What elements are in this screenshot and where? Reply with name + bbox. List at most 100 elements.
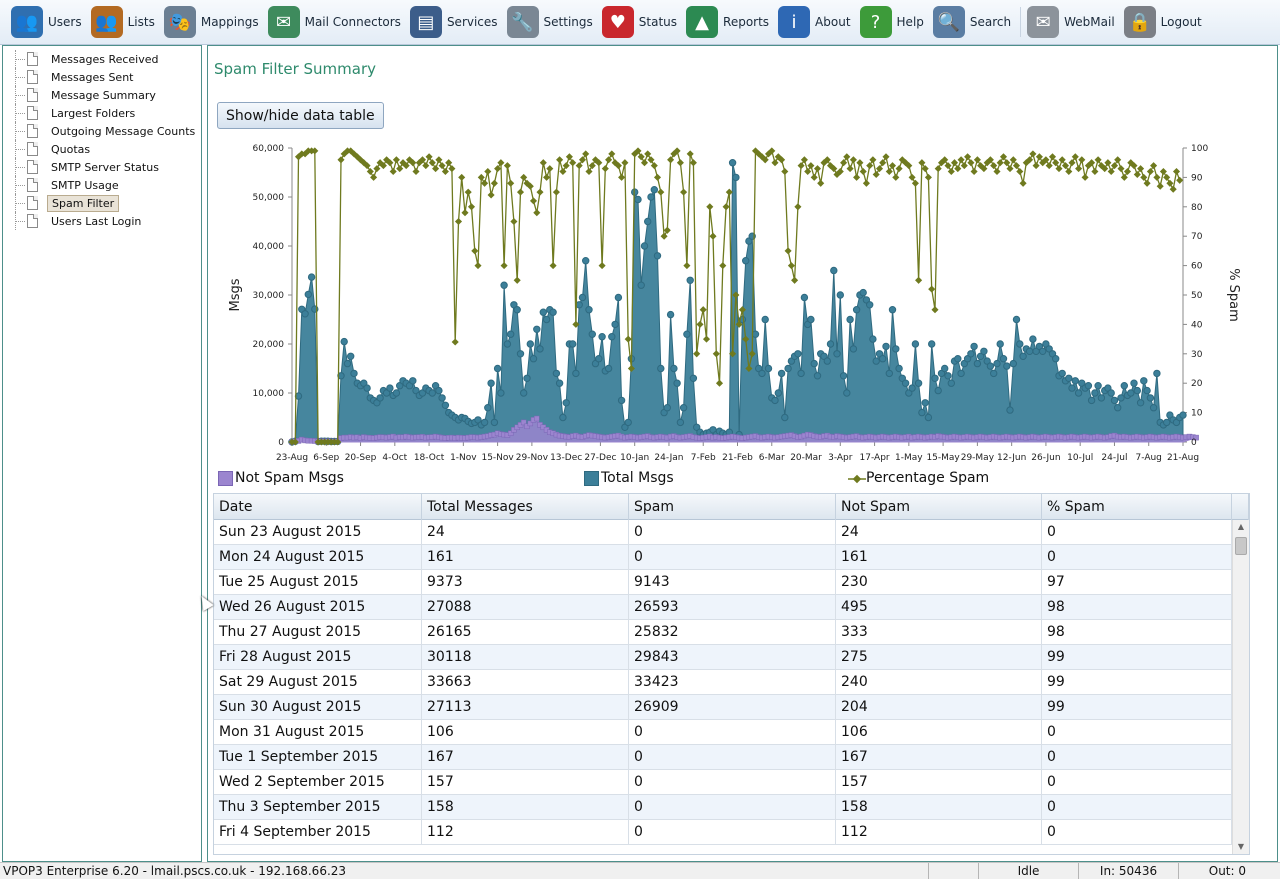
x-tick-label: 7-Feb: [691, 453, 716, 463]
percentage-spam-point: [458, 173, 466, 181]
toolbar-settings-button[interactable]: 🔧 Settings: [504, 2, 599, 42]
tree-item-users-last-login[interactable]: Users Last Login: [13, 212, 199, 230]
tree-item-spam-filter[interactable]: Spam Filter: [13, 194, 199, 212]
total-msgs-point: [1110, 396, 1119, 405]
scroll-up-arrow-icon[interactable]: ▲: [1237, 522, 1245, 531]
scroll-thumb[interactable]: [1235, 537, 1247, 555]
percentage-spam-point: [875, 165, 884, 173]
tree-item-smtp-server-status[interactable]: SMTP Server Status: [13, 158, 199, 176]
tree-item-label: Message Summary: [51, 88, 156, 102]
toolbar-services-button[interactable]: ▤ Services: [407, 2, 504, 42]
toolbar-logout-button[interactable]: 🔒 Logout: [1121, 2, 1208, 42]
total-msgs-point: [777, 369, 786, 378]
table-cell: 33423: [629, 670, 836, 694]
percentage-spam-point: [1058, 156, 1066, 164]
percentage-spam-point: [526, 182, 534, 190]
table-scrollbar[interactable]: ▲ ▼: [1232, 520, 1249, 854]
y2-tick-label: 100: [1191, 144, 1208, 154]
legend-not-spam[interactable]: Not Spam Msgs: [218, 470, 344, 486]
table-row[interactable]: Sat 29 August 2015 33663 33423 240 99: [214, 670, 1232, 695]
percentage-spam-point: [503, 162, 511, 170]
percentage-spam-point: [634, 147, 642, 155]
percentage-spam-point: [791, 276, 799, 284]
column-header-spam[interactable]: Spam: [629, 494, 836, 520]
spam-filter-chart: 0 10,000 20,000 30,000 40,000 50,000 60,000 0 10…: [228, 144, 1241, 463]
tree-item-messages-received[interactable]: Messages Received: [13, 50, 199, 68]
percentage-spam-point: [1065, 167, 1073, 176]
total-msgs-point: [409, 377, 417, 385]
column-header-date[interactable]: Date: [214, 494, 422, 520]
table-row[interactable]: Fri 28 August 2015 30118 29843 275 99: [214, 645, 1232, 670]
toolbar-reports-button[interactable]: ▲ Reports: [683, 2, 775, 42]
document-icon: [27, 196, 38, 210]
table-row[interactable]: Wed 2 September 2015 157 0 157 0: [214, 770, 1232, 795]
column-header-not-spam[interactable]: Not Spam: [836, 494, 1042, 520]
toolbar-users-button[interactable]: 👥 Users: [8, 2, 88, 42]
total-msgs-point: [647, 193, 655, 201]
table-row[interactable]: Mon 24 August 2015 161 0 161 0: [214, 545, 1232, 570]
total-msgs-point: [1019, 352, 1027, 361]
percentage-spam-point: [1140, 173, 1148, 181]
legend-total[interactable]: Total Msgs: [584, 470, 674, 486]
toolbar-help-button[interactable]: ? Help: [857, 2, 930, 42]
total-msgs-point: [650, 186, 658, 194]
y-tick-label: 30,000: [253, 291, 285, 301]
percentage-spam-point: [807, 162, 815, 170]
tree-item-message-summary[interactable]: Message Summary: [13, 86, 199, 104]
total-msgs-point: [999, 355, 1008, 363]
table-row[interactable]: Sun 30 August 2015 27113 26909 204 99: [214, 695, 1232, 720]
toolbar-search-button[interactable]: 🔍 Search: [930, 2, 1017, 42]
toolbar-mappings-button[interactable]: 🎭 Mappings: [161, 2, 265, 42]
document-icon: [27, 142, 38, 156]
table-cell: Sun 23 August 2015: [214, 520, 422, 544]
total-msgs-point: [363, 384, 371, 392]
legend-pct-spam[interactable]: Percentage Spam: [848, 470, 989, 486]
column-header-spacer: [1232, 494, 1249, 520]
table-row[interactable]: Tue 25 August 2015 9373 9143 230 97: [214, 570, 1232, 595]
total-msgs-point: [800, 293, 809, 302]
percentage-spam-point: [859, 167, 867, 176]
toolbar-status-button[interactable]: ♥ Status: [599, 2, 683, 42]
total-msgs-point: [657, 364, 665, 373]
table-cell: Wed 26 August 2015: [214, 595, 422, 619]
table-row[interactable]: Thu 27 August 2015 26165 25832 333 98: [214, 620, 1232, 645]
percentage-spam-point: [1012, 162, 1021, 170]
toolbar-label: Reports: [723, 15, 770, 29]
total-msgs-point: [755, 364, 763, 373]
tree-item-outgoing-message-counts[interactable]: Outgoing Message Counts: [13, 122, 199, 140]
table-row[interactable]: Wed 26 August 2015 27088 26593 495 98: [214, 595, 1232, 620]
total-msgs-point: [484, 404, 492, 412]
percentage-spam-point: [1104, 159, 1112, 167]
tree-item-messages-sent[interactable]: Messages Sent: [13, 68, 199, 86]
percentage-spam-point: [1035, 153, 1043, 161]
percentage-spam-point: [1048, 153, 1057, 161]
toolbar-webmail-button[interactable]: ✉ WebMail: [1024, 2, 1121, 42]
x-tick-label: 6-Mar: [759, 453, 785, 463]
toolbar-lists-button[interactable]: 👥 Lists: [88, 2, 161, 42]
tree-item-quotas[interactable]: Quotas: [13, 140, 199, 158]
x-tick-label: 10-Jan: [620, 453, 649, 463]
total-msgs-point: [970, 342, 978, 351]
percentage-spam-point: [1150, 162, 1158, 170]
scroll-down-arrow-icon[interactable]: ▼: [1237, 842, 1245, 851]
table-row[interactable]: Thu 3 September 2015 158 0 158 0: [214, 795, 1232, 820]
total-msgs-point: [689, 374, 698, 383]
column-header--spam[interactable]: % Spam: [1042, 494, 1232, 520]
total-msgs-point: [676, 418, 685, 427]
toolbar-label: Help: [896, 15, 924, 29]
toolbar-mail-connectors-button[interactable]: ✉ Mail Connectors: [265, 2, 407, 42]
total-msgs-point: [957, 369, 965, 378]
table-row[interactable]: Tue 1 September 2015 167 0 167 0: [214, 745, 1232, 770]
column-header-total-messages[interactable]: Total Messages: [422, 494, 629, 520]
total-msgs-point: [396, 382, 404, 390]
tree-item-smtp-usage[interactable]: SMTP Usage: [13, 176, 199, 194]
toolbar-about-button[interactable]: i About: [775, 2, 856, 42]
table-cell: 0: [1042, 820, 1232, 844]
table-row[interactable]: Sun 23 August 2015 24 0 24 0: [214, 520, 1232, 545]
table-row[interactable]: Fri 4 September 2015 112 0 112 0: [214, 820, 1232, 845]
toolbar-label: Mappings: [200, 15, 259, 29]
toggle-data-table-button[interactable]: Show/hide data table: [217, 102, 384, 129]
tree-item-largest-folders[interactable]: Largest Folders: [13, 104, 199, 122]
table-row[interactable]: Mon 31 August 2015 106 0 106 0: [214, 720, 1232, 745]
total-msgs-point: [954, 355, 962, 363]
